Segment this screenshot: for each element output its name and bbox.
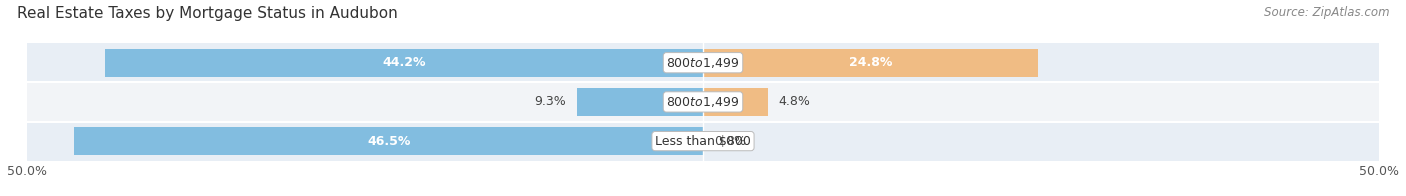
Text: 44.2%: 44.2%: [382, 56, 426, 69]
Text: $800 to $1,499: $800 to $1,499: [666, 95, 740, 109]
Bar: [27, 122, 1379, 161]
Text: Real Estate Taxes by Mortgage Status in Audubon: Real Estate Taxes by Mortgage Status in …: [17, 6, 398, 21]
Text: $800 to $1,499: $800 to $1,499: [666, 56, 740, 70]
Text: Less than $800: Less than $800: [655, 135, 751, 148]
Text: 4.8%: 4.8%: [779, 95, 811, 108]
Bar: [703, 49, 1038, 77]
Text: 46.5%: 46.5%: [367, 135, 411, 148]
Bar: [75, 127, 703, 155]
Text: 9.3%: 9.3%: [534, 95, 567, 108]
Text: 0.0%: 0.0%: [714, 135, 745, 148]
Bar: [578, 88, 703, 116]
Text: Source: ZipAtlas.com: Source: ZipAtlas.com: [1264, 6, 1389, 19]
Text: 24.8%: 24.8%: [849, 56, 893, 69]
Bar: [27, 43, 1379, 82]
Bar: [703, 88, 768, 116]
Bar: [105, 49, 703, 77]
Bar: [27, 82, 1379, 122]
